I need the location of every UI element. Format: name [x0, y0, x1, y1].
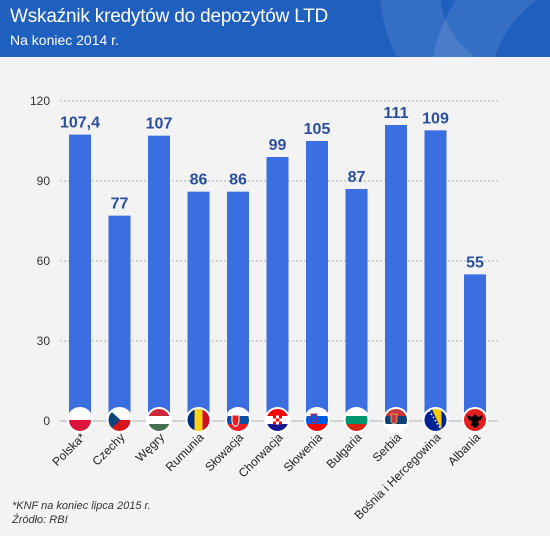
flag-border	[343, 407, 370, 433]
flag-czechia-icon	[107, 408, 132, 432]
flag-slovakia-icon	[226, 408, 250, 432]
bar-value-label: 105	[304, 121, 331, 138]
flag-croatia-icon	[265, 408, 290, 432]
flag-border	[225, 407, 251, 433]
flag-border	[422, 407, 449, 433]
bar-value-label: 77	[111, 196, 129, 213]
footnote-source: Źródło: RBI	[12, 514, 68, 526]
flag-border	[462, 407, 488, 433]
flag-romania-icon	[186, 408, 211, 432]
flag-serbia-icon	[384, 408, 408, 432]
bar	[385, 125, 407, 421]
header-banner: Wskaźnik kredytów do depozytów LTD Na ko…	[0, 0, 550, 57]
y-tick-label: 90	[37, 174, 51, 188]
flag-border	[67, 407, 93, 433]
bar-value-label: 109	[422, 110, 449, 127]
bar-value-label: 86	[229, 172, 247, 189]
bar-value-label: 86	[190, 172, 208, 189]
bar	[266, 157, 289, 421]
bar-value-label: 111	[384, 105, 409, 122]
bar	[306, 141, 328, 421]
bar	[424, 130, 447, 422]
bar	[464, 274, 486, 421]
flag-bulgaria-icon	[344, 408, 369, 432]
x-tick-label: Rumunia	[163, 430, 207, 474]
x-tick-label: Słowenia	[281, 430, 326, 475]
bar	[227, 191, 249, 421]
bar-value-label: 87	[348, 169, 366, 186]
y-tick-label: 60	[37, 254, 51, 268]
flag-slovenia-icon	[305, 408, 329, 432]
flag-border	[304, 407, 330, 433]
x-tick-label: Czechy	[89, 430, 127, 468]
footnote-note: *KNF na koniec lipca 2015 r.	[12, 500, 151, 512]
x-tick-label: Węgry	[133, 430, 167, 464]
flag-border	[383, 407, 409, 433]
bar	[148, 135, 170, 421]
bar	[108, 215, 131, 421]
x-tick-label: Polska*	[49, 430, 88, 469]
y-tick-label: 30	[37, 334, 51, 348]
flag-border	[185, 407, 212, 433]
bar	[69, 134, 91, 421]
flag-border	[106, 407, 133, 433]
bar-value-label: 55	[466, 254, 484, 271]
x-tick-label: Serbia	[370, 430, 405, 465]
y-tick-label: 120	[30, 94, 50, 108]
flag-hungary-icon	[147, 408, 171, 432]
flag-border	[146, 407, 172, 433]
y-tick-label: 0	[43, 414, 50, 428]
flag-border	[264, 407, 291, 433]
chart-subtitle: Na koniec 2014 r.	[10, 32, 119, 48]
bar	[187, 191, 210, 421]
bar-value-label: 107	[146, 116, 173, 133]
flag-poland-icon	[68, 408, 92, 432]
bar-value-label: 107,4	[60, 115, 100, 132]
chart-title: Wskaźnik kredytów do depozytów LTD	[10, 6, 329, 27]
bar-value-label: 99	[269, 137, 287, 154]
x-tick-label: Albania	[445, 430, 483, 468]
bar	[345, 189, 368, 421]
x-tick-label: Bułgaria	[324, 430, 365, 471]
